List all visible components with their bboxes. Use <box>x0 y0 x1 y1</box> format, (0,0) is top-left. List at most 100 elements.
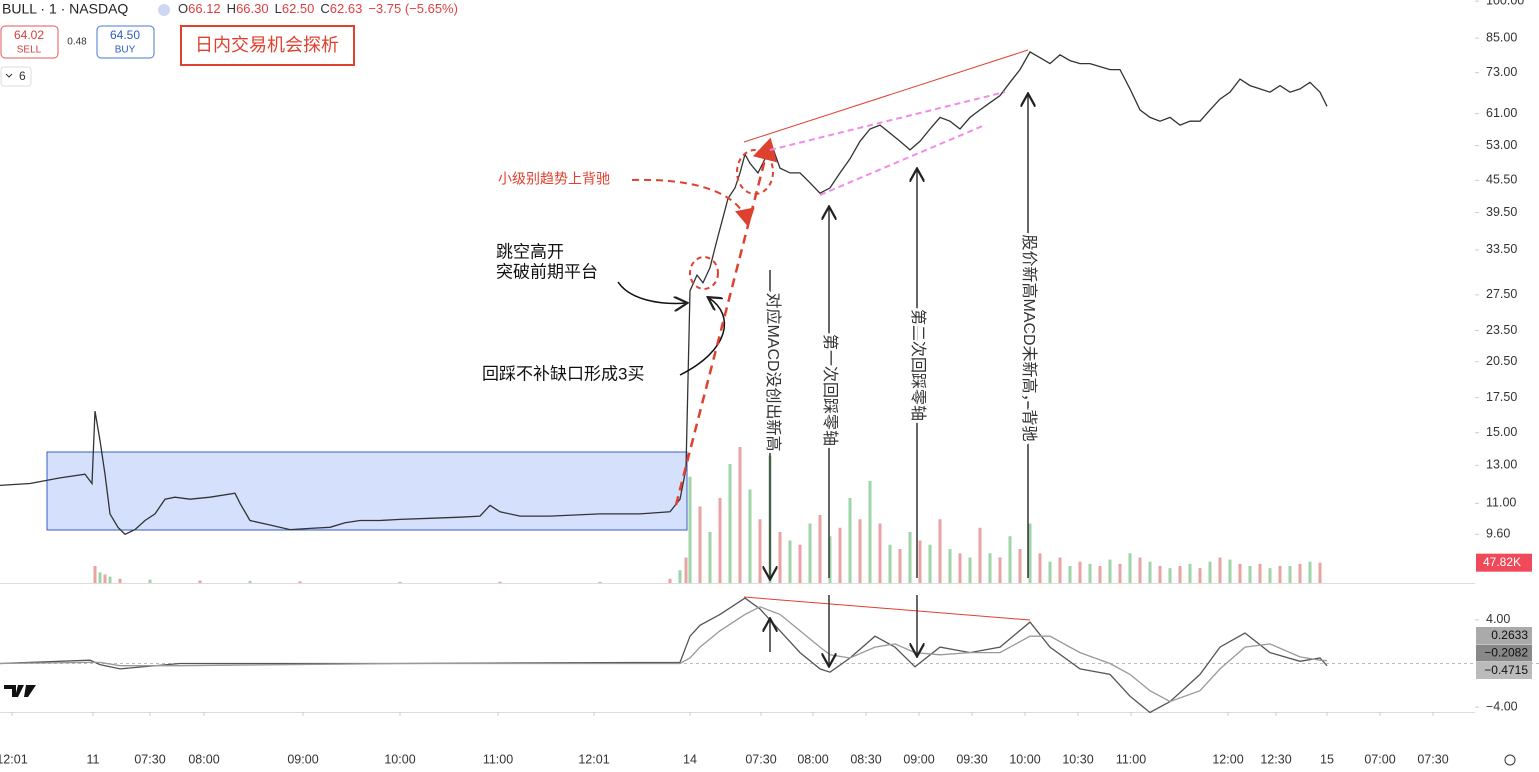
y-tick-label: 23.50 <box>1486 323 1517 337</box>
volume-bar <box>908 532 912 583</box>
volume-bar <box>848 498 852 583</box>
price-line <box>0 51 1328 536</box>
x-tick-label: 07:30 <box>1417 752 1448 766</box>
range-box <box>46 451 688 531</box>
volume-bar <box>778 532 782 583</box>
x-tick-label: 15 <box>1320 752 1334 766</box>
buy-button[interactable] <box>96 25 155 59</box>
sell-price: 64.02 <box>14 28 44 42</box>
x-tick-label: 14 <box>683 752 697 766</box>
volume-bar <box>678 570 682 583</box>
x-tick-label: 09:30 <box>956 752 987 766</box>
indicator-toggle[interactable] <box>0 66 32 87</box>
value-badge-label: −0.4715 <box>1484 663 1528 677</box>
ohlc-key: H <box>227 1 236 16</box>
channel-line <box>819 124 986 196</box>
value-badge-label: 0.2633 <box>1491 628 1528 642</box>
ohlc-key: C <box>320 1 329 16</box>
volume-bar <box>1208 561 1212 583</box>
value-badge <box>1476 662 1532 679</box>
ohlc: O66.12 H66.30 L62.50 C62.63 −3.75 (−5.65%) <box>178 1 458 16</box>
sell-label: SELL <box>17 45 42 56</box>
volume-bar <box>978 527 982 583</box>
y-tick-label: 73.00 <box>1486 65 1517 79</box>
y-tick-label: 11.00 <box>1486 496 1516 510</box>
settings-icon[interactable] <box>1504 754 1516 766</box>
volume-bar <box>1128 553 1132 583</box>
volume-bar <box>698 506 702 583</box>
volume-bar <box>198 580 202 583</box>
trend-line <box>743 49 1029 143</box>
volume-bar <box>818 515 822 583</box>
volume-bar <box>928 544 932 583</box>
y-tick-label: 39.50 <box>1486 205 1517 219</box>
annotation: 股价新高MACD未新高，背驰 <box>1020 234 1038 441</box>
y-tick-label: 17.50 <box>1486 390 1517 404</box>
volume-bar <box>1028 523 1032 583</box>
ohlc-value: 62.63 <box>330 1 363 16</box>
volume-bar <box>1218 557 1222 583</box>
volume-bar <box>938 519 942 583</box>
volume-bar <box>298 581 302 583</box>
x-tick-label: 12:00 <box>1212 752 1243 766</box>
volume-bar <box>1008 536 1012 583</box>
volume-bar <box>1108 559 1112 583</box>
volume-bar <box>1098 566 1102 583</box>
volume-bar <box>1078 561 1082 583</box>
volume-bar <box>98 572 102 583</box>
buy-price: 64.50 <box>110 28 140 42</box>
volume-bar <box>808 523 812 583</box>
volume-bar <box>838 527 842 583</box>
y-tick-label: 33.50 <box>1486 242 1517 256</box>
chevron <box>5 73 13 78</box>
volume-bar <box>148 579 152 583</box>
x-tick-label: 12:01 <box>578 752 609 766</box>
volume-bar <box>708 532 712 583</box>
volume-bar <box>598 581 602 583</box>
spread: 0.48 <box>67 37 87 48</box>
volume-bar <box>1068 566 1072 583</box>
ohlc-key: O <box>178 1 188 16</box>
volume-bar <box>988 553 992 583</box>
ohlc-value: 66.30 <box>236 1 269 16</box>
volume-bar <box>1168 568 1172 583</box>
sell-button[interactable] <box>0 25 59 59</box>
x-tick-label: 07:30 <box>745 752 776 766</box>
volume-bar <box>1268 568 1272 583</box>
header: BULL · 1 · NASDAQ O66.12 H66.30 L62.50 C62.… <box>0 1 1516 766</box>
volume-bar <box>738 447 742 583</box>
volume-bar <box>888 544 892 583</box>
icon <box>158 4 170 16</box>
x-tick-label: 12:01 <box>0 752 28 766</box>
volume-bar <box>1188 563 1192 583</box>
y-tick-label: 20.50 <box>1486 354 1517 368</box>
y-tick-label: 61.00 <box>1486 106 1517 120</box>
y-tick-label: 15.00 <box>1486 425 1517 439</box>
annotation-arrow <box>617 281 686 303</box>
x-tick-label: 08:30 <box>850 752 881 766</box>
y-tick-label: 4.00 <box>1486 612 1510 626</box>
x-tick-label: 10:00 <box>1009 752 1040 766</box>
y-tick-label: 9.60 <box>1486 527 1510 541</box>
volume-bar <box>918 540 922 583</box>
volume-bar <box>788 540 792 583</box>
highlight-circle <box>689 256 719 290</box>
title: 日内交易机会探析 <box>195 35 339 55</box>
volume-badge <box>1476 553 1532 572</box>
x-tick-label: 07:30 <box>134 752 165 766</box>
x-tick-label: 11:00 <box>483 752 513 766</box>
volume-bar <box>93 566 97 583</box>
annotation: 第一次回踩零轴 <box>821 334 839 446</box>
volume-bar <box>878 523 882 583</box>
volume-bar <box>103 574 107 583</box>
x-tick-label: 08:00 <box>188 752 219 766</box>
change: −3.75 (−5.65%) <box>368 1 458 16</box>
x-tick-label: 07:00 <box>1364 752 1395 766</box>
volume-bar <box>748 489 752 583</box>
y-tick-label: 85.00 <box>1486 30 1517 44</box>
macd-line <box>0 606 1328 703</box>
volume-bar <box>1288 566 1292 583</box>
volume-bar <box>1238 563 1242 583</box>
